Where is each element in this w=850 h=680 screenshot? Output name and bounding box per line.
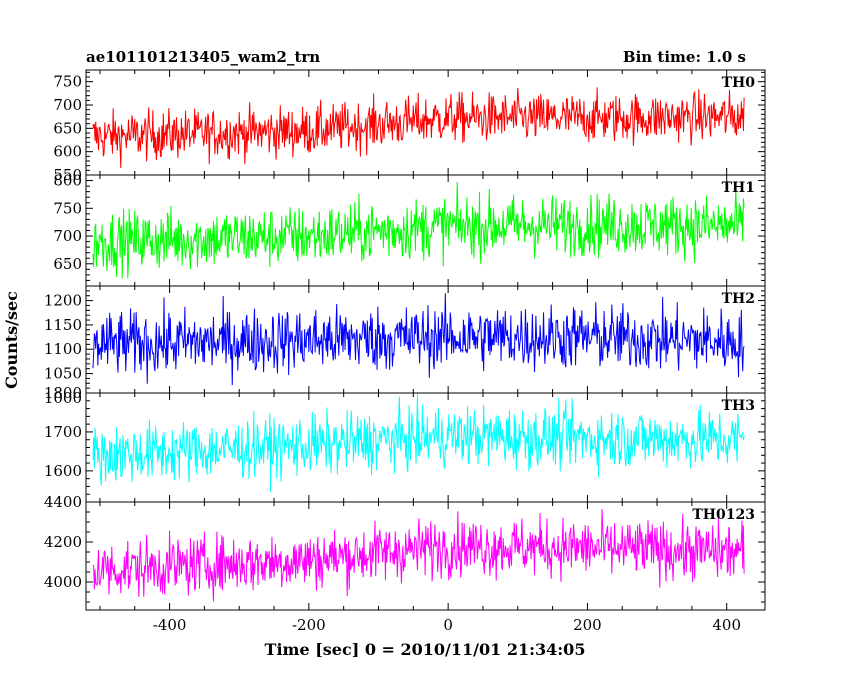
panel-label-th0: TH0 (722, 75, 756, 91)
panel-th1: 650 700 750 800 TH1 (53, 172, 766, 287)
panels-group: 550 600 650 700 750 TH0 650 700 750 800 TH1 1000 105… (44, 69, 766, 634)
x-tick-label: -200 (292, 616, 326, 634)
y-tick-label: 750 (53, 73, 82, 91)
y-tick-label: 1150 (44, 316, 82, 334)
panel-label-th1: TH1 (722, 180, 755, 196)
y-tick-label: 1000 (44, 389, 82, 407)
series-line-th3 (92, 393, 745, 493)
y-tick-label: 1800 (44, 384, 82, 402)
x-tick-label: 200 (573, 616, 602, 634)
x-tick-label: 0 (443, 616, 453, 634)
panel-label-th2: TH2 (722, 291, 755, 307)
x-axis-label: Time [sec] 0 = 2010/11/01 21:34:05 (265, 640, 586, 659)
y-tick-label: 700 (53, 227, 82, 245)
panel-th3: 1600 1700 1800 TH3 (44, 384, 766, 503)
y-tick-label: 700 (53, 96, 82, 114)
y-tick-label: 800 (53, 172, 82, 190)
y-tick-label: 600 (53, 143, 82, 161)
series-line-th1 (92, 181, 745, 279)
y-tick-label: 550 (53, 166, 82, 184)
y-tick-label: 1050 (44, 365, 82, 383)
chart-title-right: Bin time: 1.0 s (623, 48, 746, 66)
series-line-th2 (92, 293, 745, 386)
panel-th0: 550 600 650 700 750 TH0 (53, 69, 766, 184)
x-tick-label: -400 (153, 616, 187, 634)
y-tick-label: 650 (53, 119, 82, 137)
x-tick-label: 400 (712, 616, 741, 634)
series-line-th0 (92, 87, 745, 169)
panel-label-th0123: TH0123 (692, 507, 755, 523)
y-tick-label: 4200 (44, 533, 82, 551)
y-tick-label: 650 (53, 255, 82, 273)
y-tick-label: 4000 (44, 573, 82, 591)
panel-th0123: 4000 4200 4400 TH0123 (44, 493, 766, 611)
y-tick-label: 4400 (44, 493, 82, 511)
panel-label-th3: TH3 (722, 398, 755, 414)
y-axis-label: Counts/sec (2, 291, 21, 389)
y-tick-label: 1100 (44, 340, 82, 358)
series-line-th0123 (92, 509, 745, 602)
y-tick-label: 1600 (44, 462, 82, 480)
y-tick-label: 750 (53, 199, 82, 217)
panel-th2: 1000 1050 1100 1150 1200 TH2 (44, 285, 766, 407)
panel-frame (85, 501, 766, 611)
y-tick-label: 1700 (44, 423, 82, 441)
chart-title-left: ae101101213405_wam2_trn (86, 48, 320, 66)
y-tick-label: 1200 (44, 292, 82, 310)
